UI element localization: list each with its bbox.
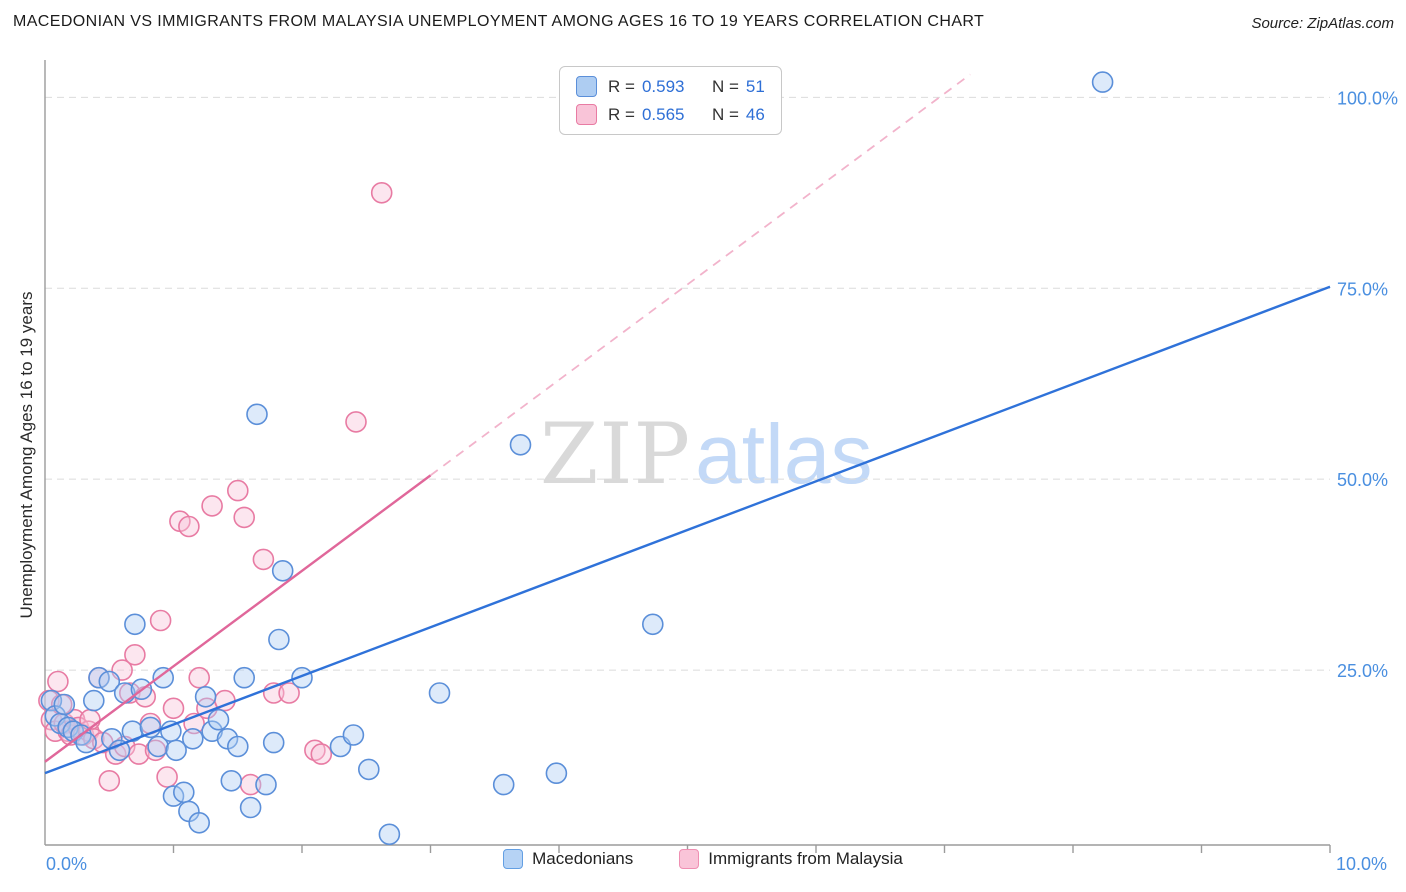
data-point-malaysia xyxy=(304,739,326,762)
legend-stats-row-macedonians: R = 0.593 N = 51 xyxy=(576,76,765,97)
data-point-macedonians xyxy=(98,670,121,693)
trendline-extension-malaysia xyxy=(429,73,971,477)
data-point-macedonians xyxy=(108,739,131,762)
data-point-macedonians xyxy=(207,708,230,731)
data-point-malaysia xyxy=(201,495,223,517)
legend-stats-row-malaysia: R = 0.565 N = 46 xyxy=(576,104,765,125)
trendline-malaysia xyxy=(44,474,432,763)
data-point-macedonians xyxy=(291,666,313,689)
data-point-macedonians xyxy=(378,823,401,846)
data-point-macedonians xyxy=(509,433,532,456)
r-label: R = xyxy=(608,104,635,124)
legend-item-malaysia: Immigrants from Malaysia xyxy=(679,849,903,869)
data-point-macedonians xyxy=(342,724,365,746)
data-point-malaysia xyxy=(178,515,200,538)
r-value-macedonians: 0.593 xyxy=(641,76,685,96)
data-point-macedonians xyxy=(233,666,255,689)
data-point-malaysia xyxy=(370,182,393,204)
legend-label-malaysia: Immigrants from Malaysia xyxy=(708,849,903,868)
data-point-macedonians xyxy=(188,811,210,834)
data-point-macedonians xyxy=(53,693,76,716)
data-point-malaysia xyxy=(47,670,69,693)
data-point-malaysia xyxy=(252,548,275,571)
legend-stats-box: R = 0.593 N = 51 R = 0.565 N = 46 xyxy=(559,66,782,135)
data-point-macedonians xyxy=(545,762,568,785)
data-point-malaysia xyxy=(227,479,249,502)
data-point-malaysia xyxy=(149,609,172,632)
y-tick-label-100: 100.0% xyxy=(1337,88,1398,108)
data-point-macedonians xyxy=(182,727,204,750)
series-legend: Macedonians Immigrants from Malaysia xyxy=(0,849,1406,869)
n-label: N = xyxy=(711,76,739,96)
data-point-macedonians xyxy=(255,773,277,796)
y-tick-label-25: 25.0% xyxy=(1337,661,1388,681)
legend-swatch-malaysia-bottom xyxy=(679,849,700,869)
data-point-malaysia xyxy=(233,506,255,529)
data-point-malaysia xyxy=(162,697,185,720)
data-point-macedonians xyxy=(428,682,451,704)
trendline-macedonians xyxy=(44,285,1331,775)
legend-item-macedonians: Macedonians xyxy=(503,849,633,869)
x-tick-label-max: 10.0% xyxy=(1336,854,1387,874)
data-point-macedonians xyxy=(147,735,169,758)
data-point-macedonians xyxy=(271,559,294,582)
source-attribution: Source: ZipAtlas.com xyxy=(1251,15,1394,32)
data-point-macedonians xyxy=(124,613,146,636)
data-point-macedonians xyxy=(246,403,268,426)
n-value-malaysia: 46 xyxy=(745,104,765,124)
data-point-malaysia xyxy=(310,743,333,765)
data-point-malaysia xyxy=(188,666,210,689)
data-point-macedonians xyxy=(1091,71,1114,93)
data-point-macedonians xyxy=(239,796,262,819)
legend-swatch-macedonians-bottom xyxy=(503,849,524,869)
data-point-macedonians xyxy=(83,689,105,712)
n-label: N = xyxy=(711,104,739,124)
chart-title: MACEDONIAN VS IMMIGRANTS FROM MALAYSIA U… xyxy=(13,13,985,30)
x-tick-label-min: 0.0% xyxy=(46,854,87,874)
data-point-malaysia xyxy=(98,769,121,792)
data-point-macedonians xyxy=(268,628,290,651)
data-point-macedonians xyxy=(227,735,249,758)
data-point-malaysia xyxy=(124,643,146,666)
data-point-macedonians xyxy=(262,731,285,754)
data-point-macedonians xyxy=(194,685,217,708)
r-value-malaysia: 0.565 xyxy=(641,104,685,124)
data-point-macedonians xyxy=(152,666,174,689)
legend-label-macedonians: Macedonians xyxy=(532,849,634,868)
data-point-macedonians xyxy=(492,773,515,796)
data-point-malaysia xyxy=(345,411,367,433)
watermark-atlas: atlas xyxy=(695,407,873,501)
legend-swatch-malaysia xyxy=(576,104,597,125)
data-point-macedonians xyxy=(357,758,380,781)
data-point-macedonians xyxy=(220,769,243,792)
y-tick-label-50: 50.0% xyxy=(1337,470,1388,490)
r-label: R = xyxy=(608,76,635,96)
legend-swatch-macedonians xyxy=(576,76,597,97)
data-point-malaysia xyxy=(278,682,300,704)
y-tick-label-75: 75.0% xyxy=(1337,279,1388,299)
n-value-macedonians: 51 xyxy=(745,76,765,96)
data-point-macedonians xyxy=(165,739,187,762)
data-point-malaysia xyxy=(156,766,178,788)
watermark-zip: ZIP xyxy=(540,405,692,503)
data-point-macedonians xyxy=(641,613,664,636)
data-point-macedonians xyxy=(173,781,195,804)
data-point-macedonians xyxy=(160,720,182,743)
watermark: ZIPatlas xyxy=(540,412,873,496)
